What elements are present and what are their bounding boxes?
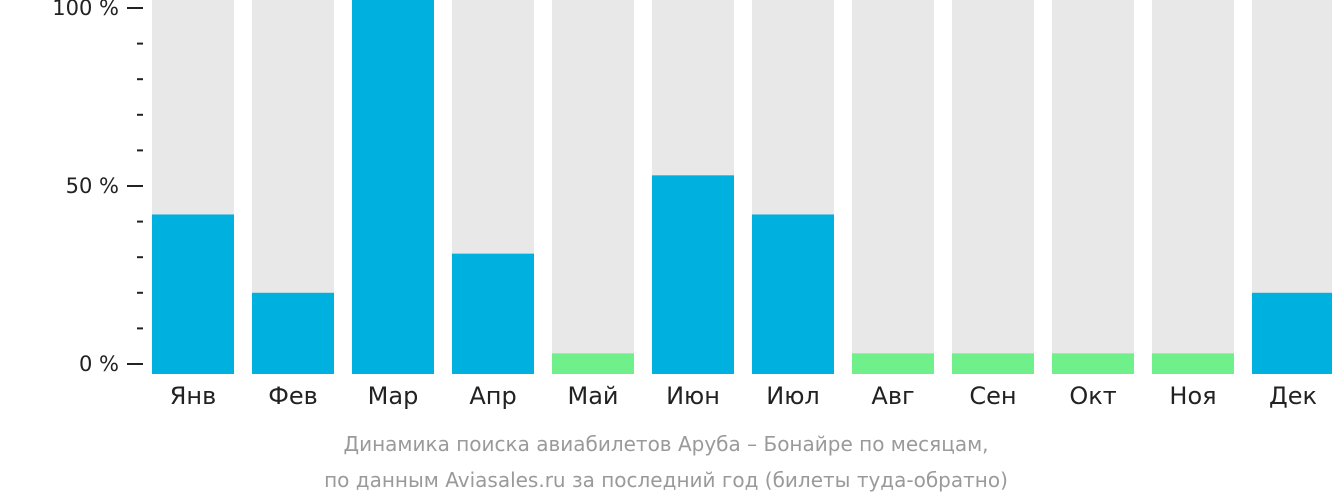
bar [1252,292,1332,374]
bar-background [1152,0,1234,374]
y-axis: 0 % 50 % 100 % [52,0,143,376]
bar [152,214,234,374]
bar [252,292,334,374]
bar [652,175,734,374]
chart-caption-line-1: Динамика поиска авиабилетов Аруба – Бона… [343,432,989,456]
bar [752,214,834,374]
x-tick-label: Авг [871,382,914,410]
x-tick-label: Мар [368,382,419,410]
x-tick-label: Май [567,382,618,410]
x-tick-label: Июл [766,382,820,410]
y-tick-label: 0 % [79,352,119,376]
x-tick-label: Фев [268,382,318,410]
bar-background [952,0,1034,374]
y-tick-label: 100 % [52,0,119,20]
x-tick-label: Апр [469,382,516,410]
x-tick-label: Сен [969,382,1016,410]
x-tick-label: Янв [170,382,217,410]
x-tick-label: Окт [1069,382,1116,410]
bar-background [552,0,634,374]
bar [552,353,634,374]
bar [1052,353,1134,374]
bars [152,0,1332,374]
bar [952,353,1034,374]
bar-background [1052,0,1134,374]
bar [452,253,534,374]
bar-background [852,0,934,374]
bar [852,353,934,374]
bar [1152,353,1234,374]
x-axis-labels: Янв Фев Мар Апр Май Июн Июл Авг Сен Окт Ноя Дек [170,382,1317,410]
y-tick-label: 50 % [66,174,119,198]
chart-caption-line-2: по данным Aviasales.ru за последний год … [324,468,1008,492]
x-tick-label: Июн [666,382,720,410]
x-tick-label: Дек [1269,382,1317,410]
bar-chart: 0 % 50 % 100 % Янв Фев Мар Апр Май Июн Июл Авг Сен… [52,0,1332,410]
bar [352,0,434,374]
x-tick-label: Ноя [1169,382,1216,410]
